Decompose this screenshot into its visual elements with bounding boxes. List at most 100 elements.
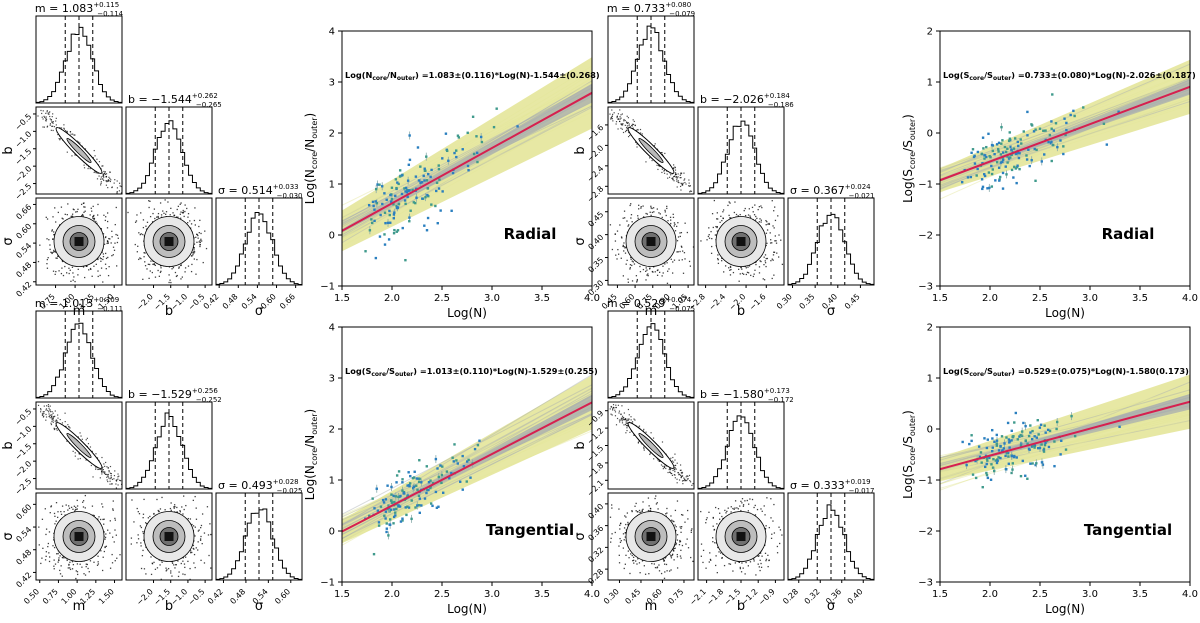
data-point: [430, 168, 433, 172]
data-point: [990, 172, 994, 176]
data-point: [1006, 155, 1009, 158]
sample-point: [83, 573, 85, 575]
data-point: [437, 187, 441, 190]
sample-point: [58, 270, 60, 272]
axis-label: b: [165, 599, 173, 614]
sample-point: [657, 168, 659, 171]
data-point: [1034, 128, 1037, 131]
data-point: [405, 513, 408, 517]
sample-point: [52, 417, 54, 420]
data-point: [998, 175, 1002, 179]
sample-point: [106, 466, 108, 468]
sample-point: [777, 215, 779, 217]
sample-point: [673, 164, 675, 166]
data-point: [451, 456, 454, 459]
uncertainty-band-inner: [940, 78, 1190, 181]
sample-point: [191, 263, 193, 266]
sample-point: [774, 235, 776, 237]
sample-point: [176, 208, 178, 211]
sample-point: [53, 249, 55, 252]
sample-point: [735, 213, 738, 216]
sample-point: [612, 120, 614, 122]
sample-point: [631, 125, 633, 127]
sample-point: [689, 191, 691, 193]
sample-point: [68, 272, 70, 275]
sample-point: [105, 180, 107, 182]
sample-point: [41, 414, 44, 417]
data-point: [1059, 139, 1062, 142]
sample-point: [716, 218, 718, 220]
data-point: [985, 145, 988, 149]
tick-label: 0.50: [22, 587, 41, 606]
sample-point: [172, 266, 175, 269]
sample-point: [51, 417, 53, 420]
axis-label: b: [1, 146, 16, 154]
data-point: [416, 488, 419, 491]
sample-point: [156, 216, 158, 218]
sample-point: [179, 203, 181, 205]
contour-core: [736, 237, 746, 246]
sample-point: [109, 483, 111, 485]
sample-point: [45, 216, 47, 218]
sample-point: [114, 519, 117, 521]
data-point: [479, 135, 483, 139]
sample-point: [753, 273, 755, 275]
sample-point: [47, 113, 49, 115]
data-point: [1035, 148, 1038, 152]
sample-point: [676, 180, 678, 182]
sample-point: [173, 506, 175, 508]
sample-point: [752, 211, 754, 213]
sample-point: [40, 409, 42, 411]
posterior-line: [342, 394, 592, 518]
sample-point: [623, 118, 625, 121]
tick-label: −0.5: [13, 407, 33, 427]
sample-point: [145, 228, 148, 230]
tick-label: −2.5: [13, 477, 33, 497]
posterior-line: [342, 417, 592, 541]
sample-point: [139, 257, 141, 259]
sample-point: [116, 241, 119, 244]
sample-point: [632, 119, 634, 121]
panel-frame: [125, 492, 213, 581]
data-point: [401, 519, 404, 522]
data-point: [981, 162, 984, 165]
sample-point: [194, 535, 196, 537]
data-point: [437, 164, 440, 167]
sample-point: [677, 181, 679, 183]
sample-point: [107, 467, 109, 469]
sample-point: [53, 428, 56, 431]
sample-point: [105, 173, 108, 175]
sample-point: [65, 504, 67, 506]
posterior-line: [940, 71, 1190, 173]
sample-point: [99, 468, 101, 471]
sample-point: [142, 549, 144, 552]
data-point: [414, 175, 418, 178]
tick-label: 3: [329, 78, 335, 89]
sample-point: [199, 538, 202, 540]
sample-point: [144, 252, 146, 254]
tick-label: 0.54: [14, 241, 33, 260]
data-point: [466, 131, 469, 135]
posterior-line: [940, 99, 1190, 183]
param-title: b = −1.529+0.256 −0.252: [128, 387, 222, 404]
sample-point: [89, 214, 91, 216]
sample-point: [54, 563, 57, 565]
sample-point: [109, 532, 111, 534]
sample-point: [195, 507, 197, 509]
sample-point: [48, 560, 51, 563]
sample-point: [758, 206, 760, 208]
sample-point: [192, 547, 194, 550]
posterior-line: [342, 103, 592, 239]
sample-point: [623, 120, 625, 122]
sample-point: [63, 128, 65, 130]
sample-point: [45, 117, 47, 120]
sample-point: [646, 274, 648, 276]
sample-point: [136, 214, 138, 216]
sample-point: [47, 411, 50, 413]
sample-point: [116, 557, 118, 559]
data-point: [439, 209, 442, 212]
sample-point: [619, 116, 621, 118]
sample-point: [197, 549, 199, 551]
histogram: [697, 106, 785, 195]
sample-point: [143, 252, 145, 254]
